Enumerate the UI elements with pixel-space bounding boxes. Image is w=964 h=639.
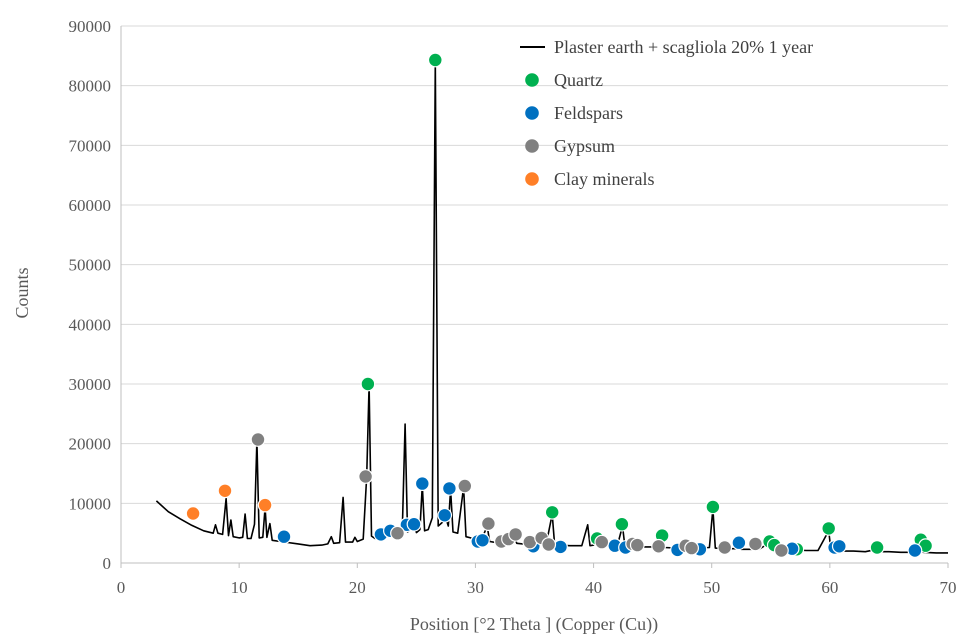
legend-feldspars-label: Feldspars (554, 103, 623, 123)
x-tick-label: 60 (821, 578, 838, 597)
gypsum-marker (250, 432, 266, 447)
legend-clay-minerals-label: Clay minerals (554, 169, 654, 189)
clay-minerals-marker (185, 506, 201, 521)
gypsum-marker (508, 527, 523, 542)
y-tick-label: 30000 (69, 375, 112, 394)
quartz-marker (705, 499, 721, 515)
feldspars-marker (475, 532, 490, 548)
y-tick-label: 90000 (69, 17, 112, 36)
quartz-marker (821, 521, 837, 536)
y-tick-label: 0 (103, 554, 112, 573)
y-tick-label: 50000 (69, 256, 112, 275)
feldspars-marker (553, 539, 568, 555)
x-tick-label: 10 (231, 578, 248, 597)
y-tick-label: 80000 (69, 77, 112, 96)
gypsum-marker (774, 543, 789, 558)
feldspars-marker (442, 481, 457, 496)
gypsum-marker (717, 540, 733, 555)
clay-minerals-marker (217, 483, 233, 499)
quartz-marker (869, 540, 885, 555)
legend-gypsum-label: Gypsum (554, 136, 615, 156)
y-tick-label: 60000 (69, 196, 112, 215)
gypsum-marker (594, 534, 610, 550)
gypsum-marker (358, 469, 374, 484)
label-layer: 0 10000 20000 30000 40000 50000 60000 70000 8000… (69, 17, 957, 597)
y-axis-title: Counts (12, 267, 32, 318)
gypsum-marker (684, 540, 699, 556)
y-tick-label: 70000 (69, 136, 112, 155)
x-axis-title: Position [°2 Theta ] (Copper (Cu)) (410, 614, 658, 635)
gypsum-marker (390, 525, 405, 541)
feldspars-marker (406, 516, 422, 532)
feldspars-marker (414, 476, 430, 492)
gypsum-marker (651, 538, 666, 554)
x-tick-label: 30 (467, 578, 484, 597)
trace-layer (155, 61, 948, 554)
axis-layer (120, 26, 949, 568)
y-tick-label: 40000 (69, 315, 112, 334)
x-tick-label: 70 (940, 578, 957, 597)
x-tick-label: 0 (117, 578, 126, 597)
quartz-marker (427, 52, 443, 68)
quartz-marker (360, 376, 376, 392)
legend-gypsum-swatch (525, 139, 539, 153)
marker-layer (185, 52, 933, 558)
x-tick-label: 20 (349, 578, 366, 597)
feldspars-marker (831, 538, 847, 554)
feldspars-marker (731, 535, 747, 551)
grid-layer (121, 25, 948, 504)
gypsum-marker (481, 516, 496, 531)
quartz-marker (614, 516, 630, 532)
gypsum-marker (629, 537, 645, 553)
x-tick-label: 40 (585, 578, 602, 597)
feldspars-marker (276, 529, 292, 545)
feldspars-marker (907, 543, 923, 558)
legend-clay-minerals-swatch (525, 172, 539, 186)
quartz-marker (544, 504, 560, 520)
x-tick-label: 50 (703, 578, 720, 597)
legend-plaster-earth-scagliola-20-1-year-label: Plaster earth + scagliola 20% 1 year (554, 37, 813, 57)
legend: Plaster earth + scagliola 20% 1 year Quar… (520, 37, 813, 189)
gypsum-marker (541, 537, 557, 552)
legend-quartz-label: Quartz (554, 70, 603, 90)
clay-minerals-marker (257, 497, 273, 513)
y-tick-label: 20000 (69, 435, 112, 454)
legend-feldspars-swatch (525, 106, 539, 120)
feldspars-marker (437, 507, 453, 523)
gypsum-marker (748, 536, 763, 552)
diffractogram-line (155, 61, 948, 554)
gypsum-marker (457, 478, 473, 494)
y-tick-label: 10000 (69, 494, 112, 513)
legend-quartz-swatch (525, 73, 539, 87)
